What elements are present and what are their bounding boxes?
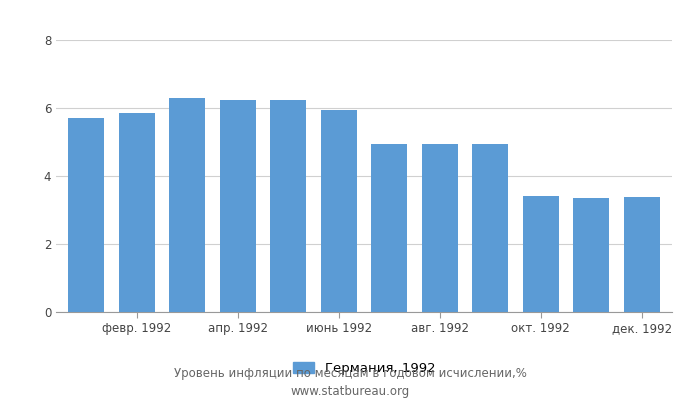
- Bar: [624, 197, 660, 312]
- Bar: [472, 144, 508, 312]
- Legend: Германия, 1992: Германия, 1992: [293, 362, 435, 375]
- Bar: [68, 118, 104, 312]
- Bar: [169, 98, 206, 312]
- Bar: [220, 100, 256, 312]
- Bar: [573, 198, 610, 312]
- Bar: [421, 144, 458, 312]
- Bar: [371, 144, 407, 312]
- Text: Уровень инфляции по месяцам в годовом исчислении,%
www.statbureau.org: Уровень инфляции по месяцам в годовом ис…: [174, 367, 526, 398]
- Bar: [522, 196, 559, 312]
- Bar: [321, 110, 357, 312]
- Bar: [270, 100, 307, 312]
- Bar: [118, 113, 155, 312]
